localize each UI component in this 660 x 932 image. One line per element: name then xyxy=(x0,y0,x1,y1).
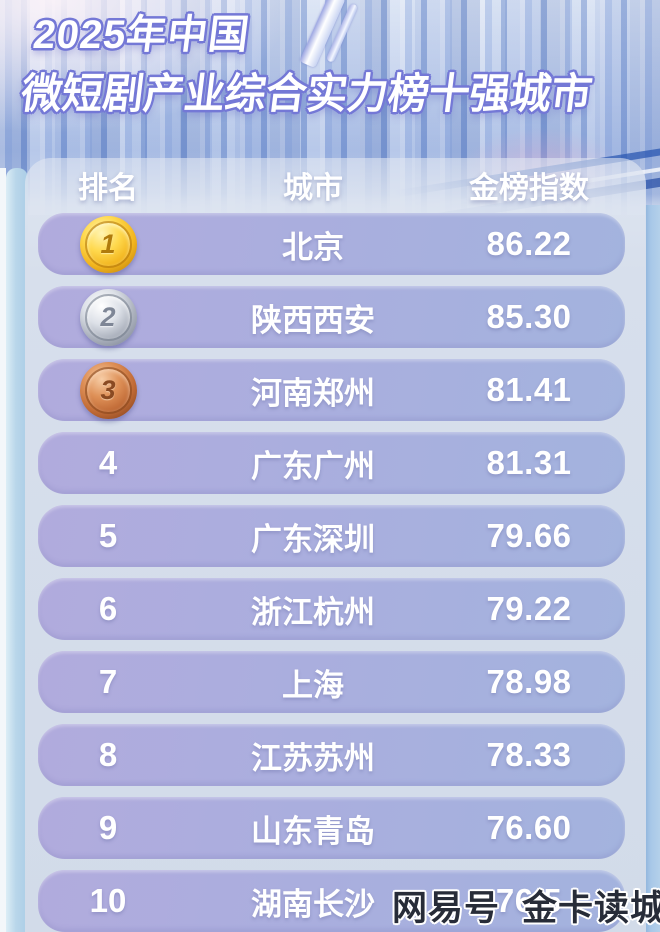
rank-cell: 8 xyxy=(99,736,117,774)
city-name: 河南郑州 xyxy=(251,375,375,411)
ranking-rows: 1 北京 86.22 2 陕西西安 85.30 3 河南郑州 81.41 4 广… xyxy=(38,213,625,932)
city-name: 陕西西安 xyxy=(251,302,375,338)
city-name: 江苏苏州 xyxy=(251,740,375,776)
bronze-medal-icon: 3 xyxy=(79,361,137,419)
score-value: 78.33 xyxy=(486,736,572,773)
rank-number: 4 xyxy=(98,444,118,481)
medal-rank-number: 1 xyxy=(100,228,116,259)
city-name: 浙江杭州 xyxy=(251,594,375,630)
rank-number: 9 xyxy=(98,809,118,846)
left-side-strip xyxy=(6,168,28,932)
rank-cell: 5 xyxy=(99,517,117,555)
rank-cell: 1 xyxy=(79,215,137,273)
rank-cell: 3 xyxy=(79,361,137,419)
rank-cell: 6 xyxy=(99,590,117,628)
table-row: 4 广东广州 81.31 xyxy=(38,432,625,494)
table-row: 9 山东青岛 76.60 xyxy=(38,797,625,859)
rank-number: 6 xyxy=(98,590,118,627)
medal-rank-number: 3 xyxy=(100,374,116,405)
city-name: 北京 xyxy=(282,229,344,265)
watermark: 网易号 金卡读城 xyxy=(392,880,660,931)
city-name: 湖南长沙 xyxy=(251,886,375,922)
rank-cell: 7 xyxy=(99,663,117,701)
rank-cell: 2 xyxy=(79,288,137,346)
gold-medal-icon: 1 xyxy=(79,215,137,273)
table-header-row: 排名 城市 金榜指数 xyxy=(38,163,625,205)
score-value: 76.5 xyxy=(495,882,563,919)
table-row: 5 广东深圳 79.66 xyxy=(38,505,625,567)
rank-number: 8 xyxy=(98,736,118,773)
table-row: 3 河南郑州 81.41 xyxy=(38,359,625,421)
score-value: 85.30 xyxy=(486,298,572,335)
rank-cell: 10 xyxy=(90,882,127,920)
rank-number: 5 xyxy=(98,517,118,554)
table-row: 7 上海 78.98 xyxy=(38,651,625,713)
table-row: 8 江苏苏州 78.33 xyxy=(38,724,625,786)
city-name: 山东青岛 xyxy=(251,813,375,849)
right-side-strip xyxy=(645,205,660,932)
header-rank: 排名 xyxy=(78,172,138,205)
rank-cell: 4 xyxy=(99,444,117,482)
header-score: 金榜指数 xyxy=(469,172,589,205)
city-name: 上海 xyxy=(282,667,344,703)
city-name: 广东广州 xyxy=(251,448,375,484)
score-value: 76.60 xyxy=(486,809,572,846)
rank-number: 10 xyxy=(89,882,127,919)
medal-rank-number: 2 xyxy=(100,301,116,332)
table-row: 6 浙江杭州 79.22 xyxy=(38,578,625,640)
score-value: 78.98 xyxy=(486,663,572,700)
watermark-account: 金卡读城 xyxy=(522,889,660,928)
table-row: 1 北京 86.22 xyxy=(38,213,625,275)
left-edge-sliver xyxy=(0,168,6,932)
table-row: 2 陕西西安 85.30 xyxy=(38,286,625,348)
silver-medal-icon: 2 xyxy=(79,288,137,346)
watermark-publisher: 网易号 xyxy=(392,889,501,928)
score-value: 81.31 xyxy=(486,444,572,481)
score-value: 79.66 xyxy=(486,517,572,554)
score-value: 86.22 xyxy=(486,225,572,262)
rank-cell: 9 xyxy=(99,809,117,847)
poster-title-main: 微短剧产业综合实力榜十强城市 xyxy=(18,70,595,117)
poster-title-year: 2025年中国 xyxy=(30,13,253,57)
city-name: 广东深圳 xyxy=(251,521,375,557)
table-row: 10 湖南长沙 76.5 xyxy=(38,870,625,932)
score-value: 81.41 xyxy=(486,371,572,408)
score-value: 79.22 xyxy=(486,590,572,627)
header-city: 城市 xyxy=(283,172,343,205)
rank-number: 7 xyxy=(98,663,118,700)
